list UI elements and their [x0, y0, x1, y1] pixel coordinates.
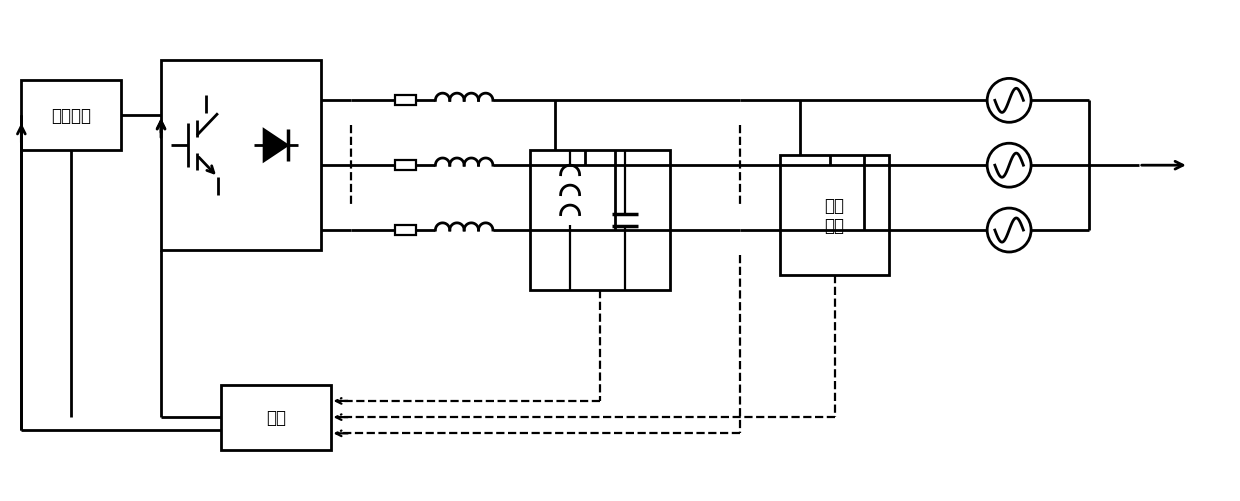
- Text: 控制: 控制: [265, 408, 285, 426]
- Text: 光伏电池: 光伏电池: [51, 107, 92, 125]
- Bar: [21, 81, 122, 151]
- Bar: [780, 156, 889, 276]
- Polygon shape: [264, 130, 288, 162]
- Bar: [221, 385, 331, 450]
- Text: 阻性
负载: 阻性 负载: [825, 196, 844, 235]
- Bar: [531, 151, 670, 291]
- Bar: [394, 96, 417, 106]
- Bar: [161, 61, 321, 250]
- Bar: [394, 161, 417, 171]
- Bar: [394, 225, 417, 235]
